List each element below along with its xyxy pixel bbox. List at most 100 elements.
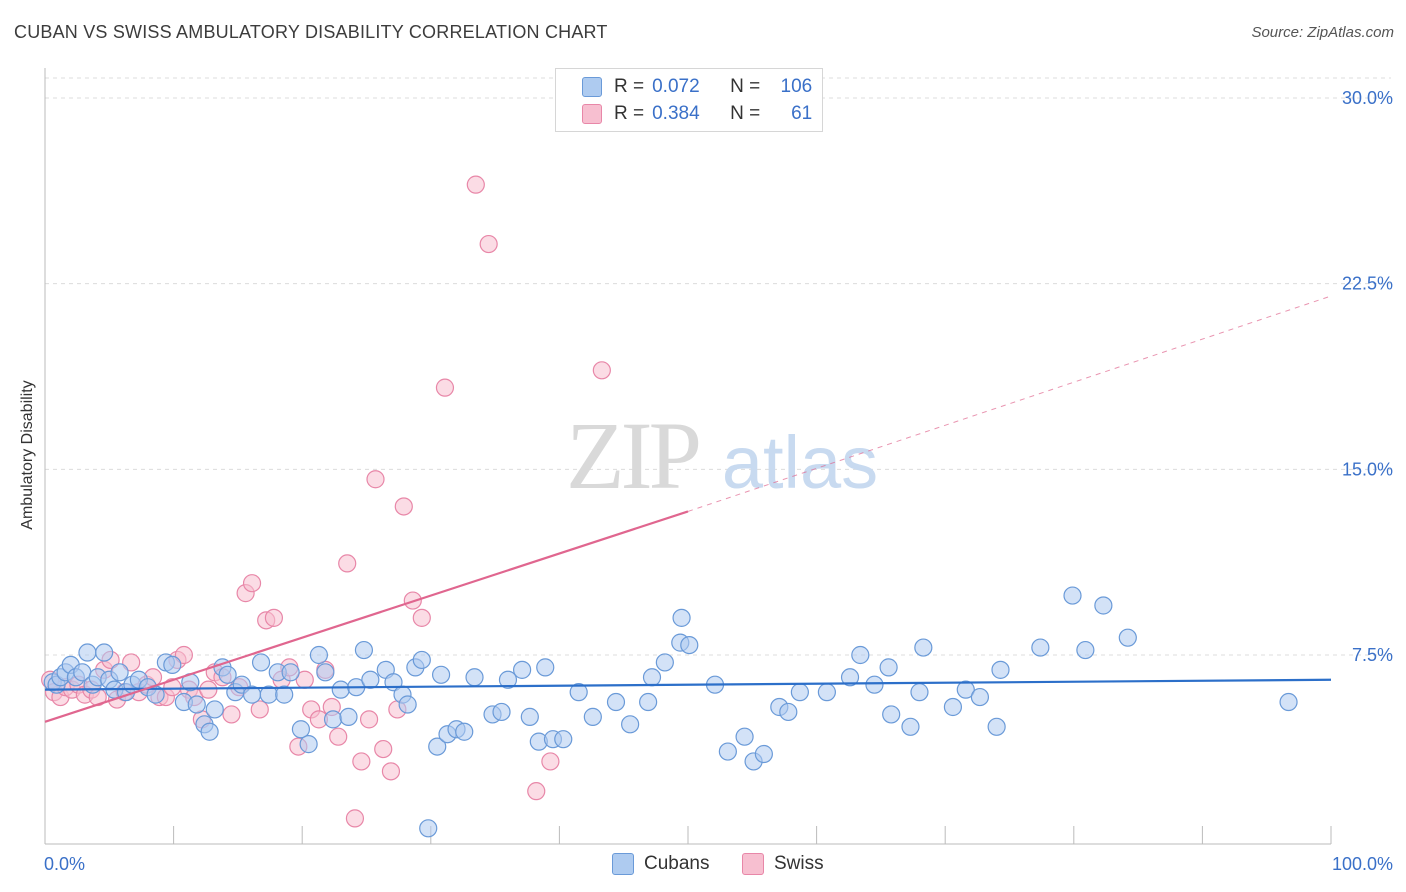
- cubans-point: [680, 635, 699, 655]
- trend-lines: [44, 295, 1332, 723]
- cubans-point: [606, 692, 626, 712]
- swiss-point: [381, 762, 401, 781]
- legend-r-label: R =: [614, 103, 645, 124]
- cubans-point: [639, 692, 658, 712]
- cubans-point: [291, 720, 311, 739]
- swiss-point: [466, 175, 485, 194]
- cubans-point: [901, 717, 920, 736]
- cubans-point: [431, 665, 451, 684]
- cubans-point: [492, 702, 511, 722]
- cubans-point: [331, 680, 350, 699]
- swiss-legend-swatch: [742, 853, 764, 875]
- cubans-point: [513, 660, 532, 679]
- swiss-point: [222, 705, 241, 724]
- legend-r-value: 0.384: [652, 103, 700, 124]
- cubans-point: [95, 643, 114, 662]
- cubans-point: [943, 697, 963, 717]
- cubans-point: [817, 683, 836, 702]
- swiss-point: [374, 739, 393, 759]
- cubans-point: [879, 658, 898, 677]
- swiss-point: [366, 470, 385, 489]
- cubans-point: [1063, 586, 1082, 605]
- swiss-point: [264, 608, 284, 627]
- swiss-point: [242, 574, 262, 593]
- legend-r-label: R =: [614, 76, 645, 97]
- cubans-point: [398, 695, 417, 714]
- cubans-point: [672, 608, 691, 627]
- cubans-point: [956, 680, 975, 699]
- bottom-legend-swiss: Swiss: [742, 852, 824, 876]
- cubans-point: [218, 665, 237, 684]
- cubans-point: [498, 670, 518, 689]
- cubans-point: [1031, 638, 1050, 657]
- cubans-point: [428, 737, 447, 756]
- cubans-point: [200, 722, 219, 741]
- source-note: Source: ZipAtlas.com: [1251, 24, 1394, 41]
- cubans-swatch: [582, 77, 602, 97]
- legend-n-value: 106: [780, 76, 813, 97]
- cubans-point: [323, 710, 343, 729]
- swiss-point: [250, 700, 269, 719]
- cubans-point: [251, 653, 271, 672]
- swiss-point: [345, 809, 365, 828]
- cubans-point: [1076, 640, 1095, 660]
- cubans-point: [536, 658, 555, 677]
- watermark-atlas: atlas: [722, 421, 878, 504]
- y-tick-label: 22.5%: [1342, 274, 1393, 294]
- swiss-point: [592, 361, 611, 380]
- cubans-legend-label: Cubans: [644, 853, 710, 874]
- swiss-trend-line: [44, 510, 689, 723]
- swiss-point: [412, 608, 431, 627]
- swiss-point: [394, 497, 413, 516]
- cubans-point: [840, 668, 860, 687]
- cubans-point: [851, 645, 870, 665]
- cubans-point: [309, 645, 329, 665]
- cubans-point: [779, 702, 798, 722]
- swiss-point: [435, 378, 455, 397]
- cubans-point: [718, 742, 737, 761]
- swiss-point: [352, 752, 371, 771]
- cubans-point: [316, 663, 335, 682]
- cubans-legend-swatch: [612, 853, 634, 875]
- cubans-point: [1118, 628, 1137, 647]
- cubans-trend-line: [44, 678, 1332, 691]
- cubans-point: [583, 707, 602, 726]
- cubans-point: [642, 668, 662, 687]
- cubans-point: [790, 683, 809, 702]
- swiss-point: [329, 727, 348, 746]
- cubans-point: [1279, 692, 1298, 712]
- swiss-series: [41, 175, 611, 828]
- swiss-point: [479, 234, 498, 254]
- cubans-point: [110, 663, 129, 682]
- cubans-point: [299, 735, 318, 754]
- cubans-point: [163, 655, 182, 675]
- cubans-point: [465, 668, 484, 687]
- cubans-point: [1094, 596, 1113, 615]
- cubans-point: [865, 675, 884, 694]
- legend-row-swiss: R = 0.384 N = 61: [582, 102, 812, 126]
- swiss-point: [174, 645, 193, 665]
- cubans-point: [914, 638, 933, 657]
- legend-n-label: N =: [730, 76, 761, 97]
- cubans-point: [187, 695, 206, 714]
- cubans-point: [991, 660, 1010, 679]
- chart-title: CUBAN VS SWISS AMBULATORY DISABILITY COR…: [14, 22, 608, 42]
- cubans-point: [455, 722, 474, 741]
- cubans-point: [205, 700, 224, 719]
- watermark-zip: ZIP: [566, 402, 699, 509]
- swiss-point: [359, 710, 379, 729]
- y-tick-label: 15.0%: [1342, 459, 1393, 479]
- cubans-point: [339, 707, 358, 726]
- cubans-point: [735, 727, 754, 746]
- legend-n-label: N =: [730, 103, 761, 124]
- cubans-point: [970, 687, 990, 707]
- cubans-point: [281, 663, 300, 682]
- cubans-point: [882, 705, 901, 724]
- swiss-swatch: [582, 104, 602, 124]
- cubans-point: [361, 670, 380, 689]
- correlation-legend: R = 0.072 N = 106 R = 0.384 N = 61: [555, 68, 823, 132]
- cubans-point: [910, 683, 929, 702]
- cubans-point: [275, 685, 294, 704]
- cubans-point: [354, 640, 374, 660]
